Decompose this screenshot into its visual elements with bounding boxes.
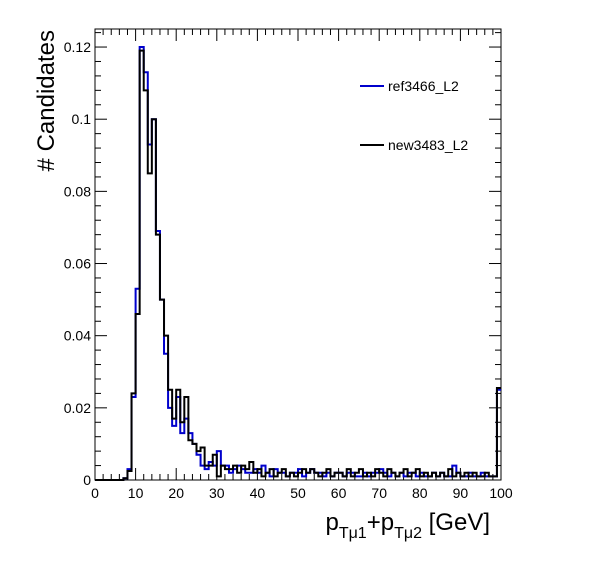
y-tick-label: 0	[83, 472, 91, 488]
y-axis-ticks: 0 0.02 0.04 0.06 0.08 0.1 0.12	[64, 32, 501, 488]
x-tick-label: 90	[453, 485, 469, 501]
x-axis-label-sub1: Tμ1	[339, 525, 367, 542]
x-tick-label: 20	[168, 485, 184, 501]
x-tick-label: 0	[91, 485, 99, 501]
x-axis-label-unit: [GeV]	[422, 509, 490, 536]
legend-label-1: new3483_L2	[388, 137, 468, 153]
x-tick-label: 10	[128, 485, 144, 501]
legend: ref3466_L2 new3483_L2	[360, 78, 468, 153]
x-tick-label: 40	[250, 485, 266, 501]
y-tick-label: 0.12	[64, 39, 91, 55]
x-tick-label: 100	[489, 485, 513, 501]
x-axis-label-plus: +p	[367, 509, 394, 536]
x-axis-label-sub2: Tμ2	[394, 525, 422, 542]
legend-label-0: ref3466_L2	[388, 78, 459, 94]
x-axis-ticks: 0 10 20 30 40 50 60 70 80 90 100	[91, 29, 513, 501]
x-tick-label: 80	[412, 485, 428, 501]
y-tick-label: 0.02	[64, 400, 91, 416]
series-line-1	[95, 49, 501, 481]
plot-frame	[94, 28, 502, 481]
y-tick-label: 0.1	[72, 111, 92, 127]
x-tick-label: 60	[331, 485, 347, 501]
series-line-0	[95, 46, 501, 481]
y-tick-label: 0.06	[64, 256, 91, 272]
x-tick-label: 50	[290, 485, 306, 501]
y-tick-label: 0.04	[64, 328, 91, 344]
y-axis-label: # Candidates	[33, 30, 60, 171]
x-axis-label-base: p	[325, 509, 338, 536]
x-tick-label: 70	[371, 485, 387, 501]
series-layer	[95, 46, 501, 481]
y-tick-label: 0.08	[64, 183, 91, 199]
x-axis-label: pTμ1+pTμ2 [GeV]	[325, 509, 490, 542]
x-tick-label: 30	[209, 485, 225, 501]
